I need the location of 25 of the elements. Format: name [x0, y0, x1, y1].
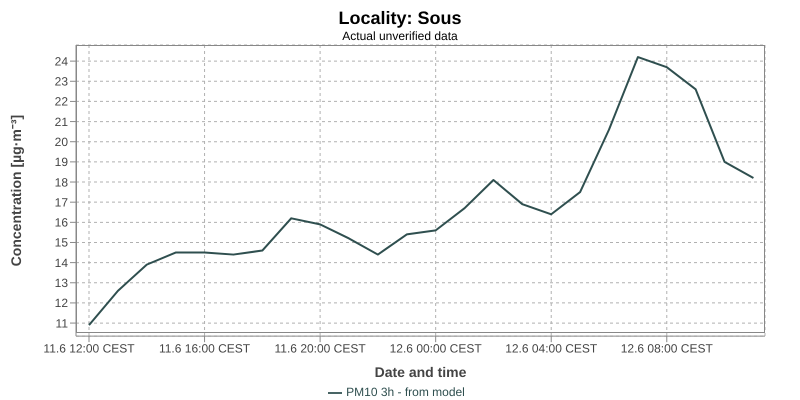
x-axis-title: Date and time [374, 364, 467, 380]
y-tick-label: 14 [54, 256, 68, 270]
chart-subtitle: Actual unverified data [341, 29, 459, 43]
y-tick-label: 11 [56, 316, 68, 330]
x-tick-label: 11.6 20:00 CEST [274, 342, 366, 356]
x-tick-label: 11.6 12:00 CEST [43, 342, 136, 356]
y-tick-label: 15 [54, 236, 68, 250]
y-axis-title: Concentration [µg·m⁻³] [8, 114, 24, 266]
x-tick-label: 12.6 08:00 CEST [620, 342, 714, 356]
y-tick-label: 21 [54, 114, 68, 129]
y-tick-label: 24 [54, 54, 68, 68]
y-tick-label: 20 [54, 134, 68, 149]
x-tick-label: 12.6 04:00 CEST [505, 342, 598, 356]
x-tick-label: 12.6 00:00 CEST [390, 342, 482, 356]
y-tick-label: 16 [54, 216, 68, 230]
y-tick-label: 12 [54, 296, 68, 310]
y-tick-label: 22 [54, 94, 68, 109]
y-tick-label: 23 [54, 74, 68, 89]
legend-label: PM10 3h - from model [346, 385, 465, 400]
y-tick-label: 17 [54, 195, 68, 210]
chart-title: Locality: Sous [337, 8, 463, 29]
y-tick-label: 13 [54, 276, 68, 290]
y-tick-label: 19 [54, 155, 68, 170]
x-tick-label: 11.6 16:00 CEST [158, 342, 251, 356]
y-tick-label: 18 [54, 175, 68, 190]
